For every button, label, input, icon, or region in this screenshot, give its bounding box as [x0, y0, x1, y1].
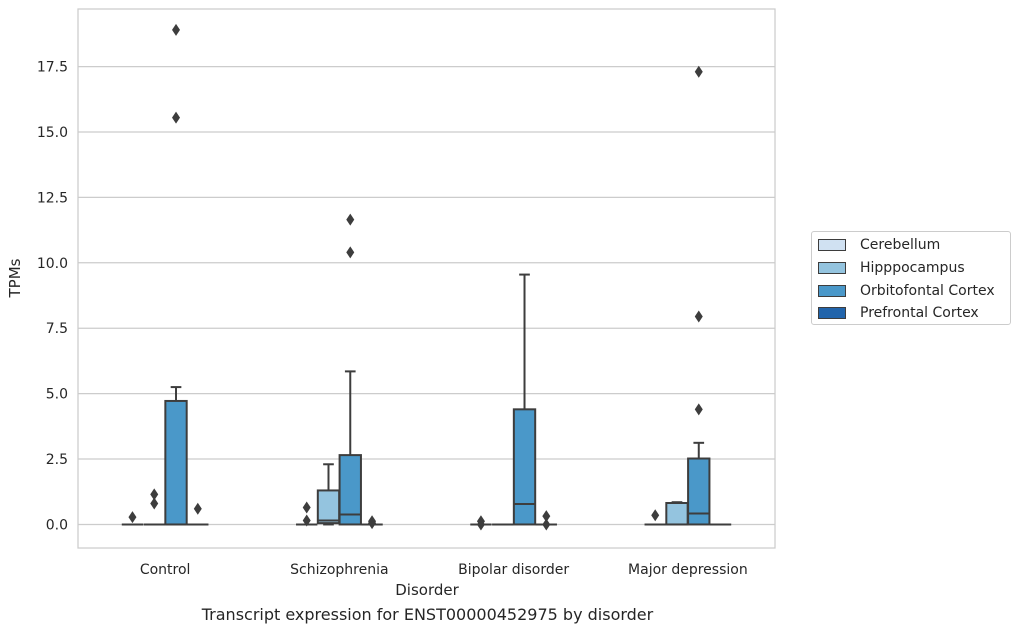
- legend-swatch: [818, 239, 846, 251]
- box-group: [535, 510, 557, 531]
- outlier-point: [542, 510, 551, 523]
- box-group: [644, 509, 666, 526]
- outlier-point: [302, 514, 311, 527]
- legend-swatch: [818, 285, 846, 297]
- plot-frame: [77, 8, 776, 549]
- outlier-point: [302, 501, 311, 514]
- y-tick-label: 17.5: [37, 60, 68, 76]
- y-axis-label: TPMs: [6, 258, 24, 298]
- box-group: [338, 213, 362, 526]
- legend-item-cerebellum: Cerebellum: [818, 235, 940, 255]
- legend-swatch: [818, 262, 846, 274]
- legend-label: Prefrontal Cortex: [860, 305, 979, 321]
- legend-item-prefrontal-cortex: Prefrontal Cortex: [818, 303, 979, 323]
- box-group: [143, 488, 165, 526]
- outlier-point: [476, 515, 485, 528]
- outlier-point: [150, 488, 159, 501]
- box: [164, 399, 188, 526]
- outlier-point: [346, 213, 355, 226]
- x-tick-label: Schizophrenia: [290, 562, 388, 578]
- outlier-point: [150, 497, 159, 510]
- x-tick-label: Major depression: [628, 562, 748, 578]
- y-tick-label: 10.0: [37, 256, 68, 272]
- box-group: [187, 502, 209, 526]
- legend-item-hippocampus: Hipppocampus: [818, 258, 965, 278]
- outlier-point: [128, 511, 137, 524]
- legend-label: Cerebellum: [860, 237, 941, 253]
- figure-caption: Transcript expression for ENST0000045297…: [201, 605, 654, 624]
- legend-label: Orbitofontal Cortex: [860, 283, 995, 299]
- x-tick-label: Control: [140, 562, 191, 578]
- x-axis-label: Disorder: [395, 581, 459, 599]
- box-layer: [121, 23, 732, 531]
- outlier-point: [542, 518, 551, 531]
- box-group: [665, 501, 689, 526]
- outlier-point: [368, 515, 377, 528]
- outlier-point: [193, 502, 202, 515]
- box: [338, 454, 362, 526]
- outlier-point: [694, 65, 703, 78]
- box-group: [121, 511, 144, 526]
- outlier-point: [694, 403, 703, 416]
- legend-label: Hipppocampus: [860, 260, 965, 276]
- outlier-point: [346, 246, 355, 259]
- y-tick-label: 7.5: [46, 321, 68, 337]
- legend: Cerebellum Hipppocampus Orbitofontal Cor…: [811, 231, 1011, 325]
- x-tick-labels: Control Schizophrenia Bipolar disorder Majo…: [140, 562, 748, 578]
- box: [316, 489, 341, 525]
- box-group: [164, 23, 188, 526]
- box-group: [687, 65, 711, 526]
- gridlines: [78, 65, 775, 526]
- box-group: [316, 463, 341, 526]
- outlier-point: [172, 23, 181, 36]
- y-tick-label: 5.0: [46, 387, 68, 403]
- legend-item-orbitofrontal-cortex: Orbitofontal Cortex: [818, 281, 995, 301]
- x-tick-label: Bipolar disorder: [458, 562, 569, 578]
- outlier-point: [694, 310, 703, 323]
- box: [512, 408, 537, 526]
- box-group: [470, 515, 492, 531]
- y-tick-label: 12.5: [37, 190, 68, 206]
- box: [665, 501, 689, 526]
- y-tick-labels: 0.0 2.5 5.0 7.5 10.0 12.5 15.0 17.5: [37, 60, 68, 534]
- y-tick-label: 15.0: [37, 125, 68, 141]
- legend-swatch: [818, 307, 846, 319]
- box-group: [361, 515, 383, 530]
- outlier-point: [172, 111, 181, 124]
- y-tick-label: 2.5: [46, 452, 68, 468]
- y-tick-label: 0.0: [46, 517, 68, 533]
- box-group: [512, 273, 537, 526]
- box-group: [296, 501, 318, 527]
- box: [687, 457, 711, 526]
- outlier-point: [651, 509, 660, 522]
